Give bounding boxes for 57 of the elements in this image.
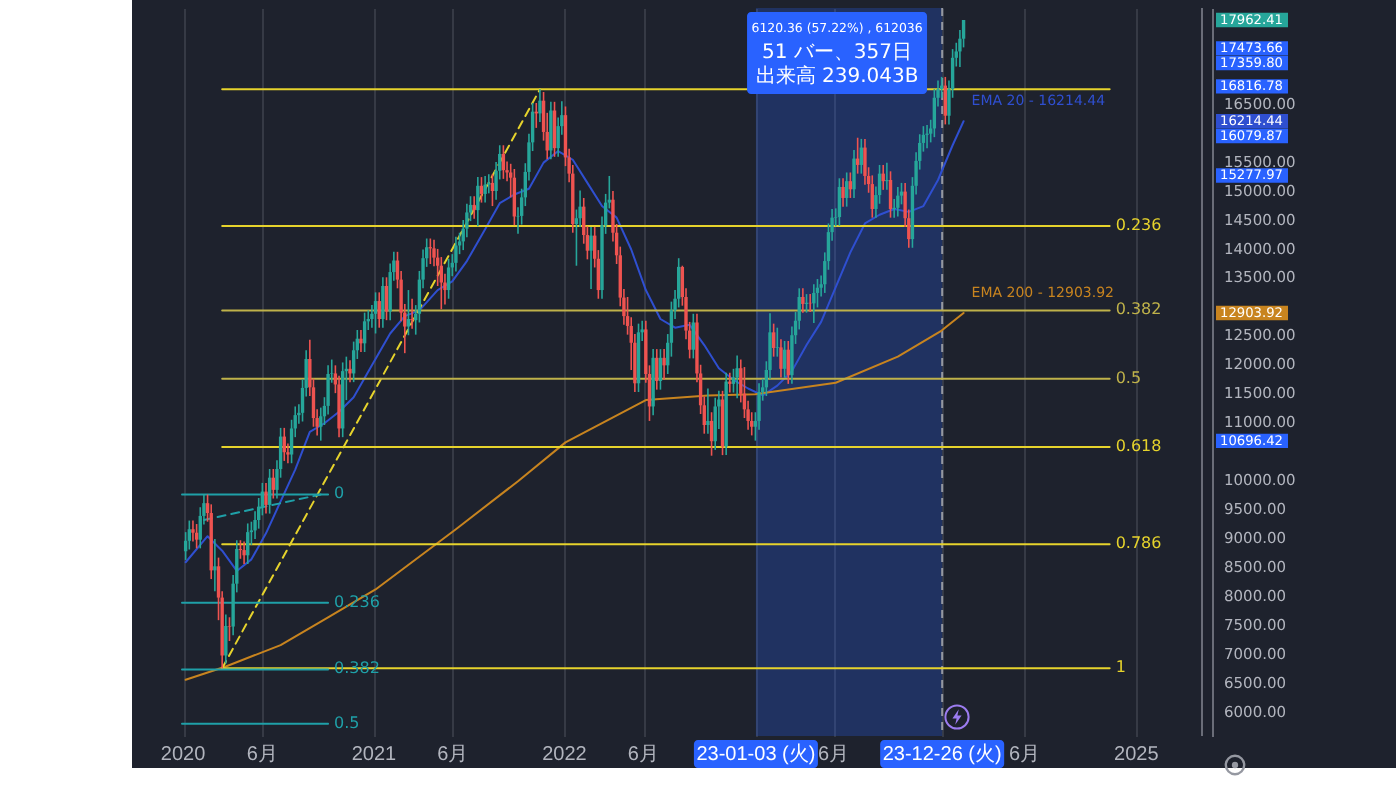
candlestick	[812, 283, 816, 324]
candlestick	[728, 372, 732, 394]
candlestick	[373, 291, 378, 335]
candlestick	[446, 257, 451, 300]
candlestick	[771, 322, 776, 358]
candlestick	[213, 538, 217, 593]
series-label: 1	[1115, 658, 1126, 677]
candlestick	[779, 338, 783, 379]
candlestick	[735, 354, 739, 400]
candlestick	[549, 101, 553, 160]
x-tick-label: 2020	[160, 744, 207, 766]
series-label: 0.618	[1115, 437, 1162, 456]
series-label: 0.5	[1115, 368, 1142, 387]
x-tick-label: 23-12-26 (火)	[882, 742, 1002, 766]
candlestick	[348, 359, 352, 383]
candlestick	[264, 482, 268, 515]
x-tick-label: 23-01-03 (火)	[696, 742, 816, 766]
series-label: 0.382	[1115, 300, 1162, 319]
series-label: 0	[334, 484, 345, 503]
candlestick	[410, 297, 414, 330]
candlestick	[691, 312, 695, 360]
candlestick	[852, 149, 856, 199]
x-tick-label: 2022	[542, 744, 588, 766]
series-label: 0.236	[1115, 215, 1162, 234]
candlestick	[381, 276, 385, 329]
x-tick-label: 6月	[627, 744, 659, 766]
candlestick	[589, 226, 593, 290]
candlestick	[191, 519, 195, 543]
x-tick-label: 2025	[1114, 744, 1160, 766]
candlestick	[706, 387, 710, 435]
annotation: 51 バー、357日	[762, 42, 913, 64]
candlestick	[476, 176, 480, 228]
x-tick-label: 2021	[351, 744, 398, 766]
candlestick	[242, 540, 246, 565]
candlestick	[487, 173, 491, 195]
candlestick	[483, 175, 487, 204]
x-tick-label: 6月	[818, 744, 850, 766]
series-label: 0.786	[1115, 534, 1162, 553]
candlestick	[896, 186, 900, 218]
candlestick	[538, 88, 542, 123]
candlestick	[775, 326, 779, 358]
x-tick-label: 6月	[437, 744, 469, 766]
candlestick	[359, 329, 363, 353]
x-tick-label: 6月	[246, 744, 278, 766]
annotation: 出来高 239.043B	[755, 64, 919, 88]
line-series	[184, 311, 965, 681]
x-tick-label: 6月	[1009, 744, 1041, 766]
candlestick	[925, 124, 929, 149]
series-label: 0.5	[334, 713, 360, 732]
candlestick	[454, 235, 458, 273]
candlestick	[801, 287, 805, 314]
candlestick	[662, 348, 666, 381]
candlestick	[472, 195, 476, 220]
candlestick	[863, 138, 867, 186]
candlestick	[841, 177, 845, 208]
candlestick	[885, 161, 889, 191]
candlestick	[227, 616, 232, 642]
